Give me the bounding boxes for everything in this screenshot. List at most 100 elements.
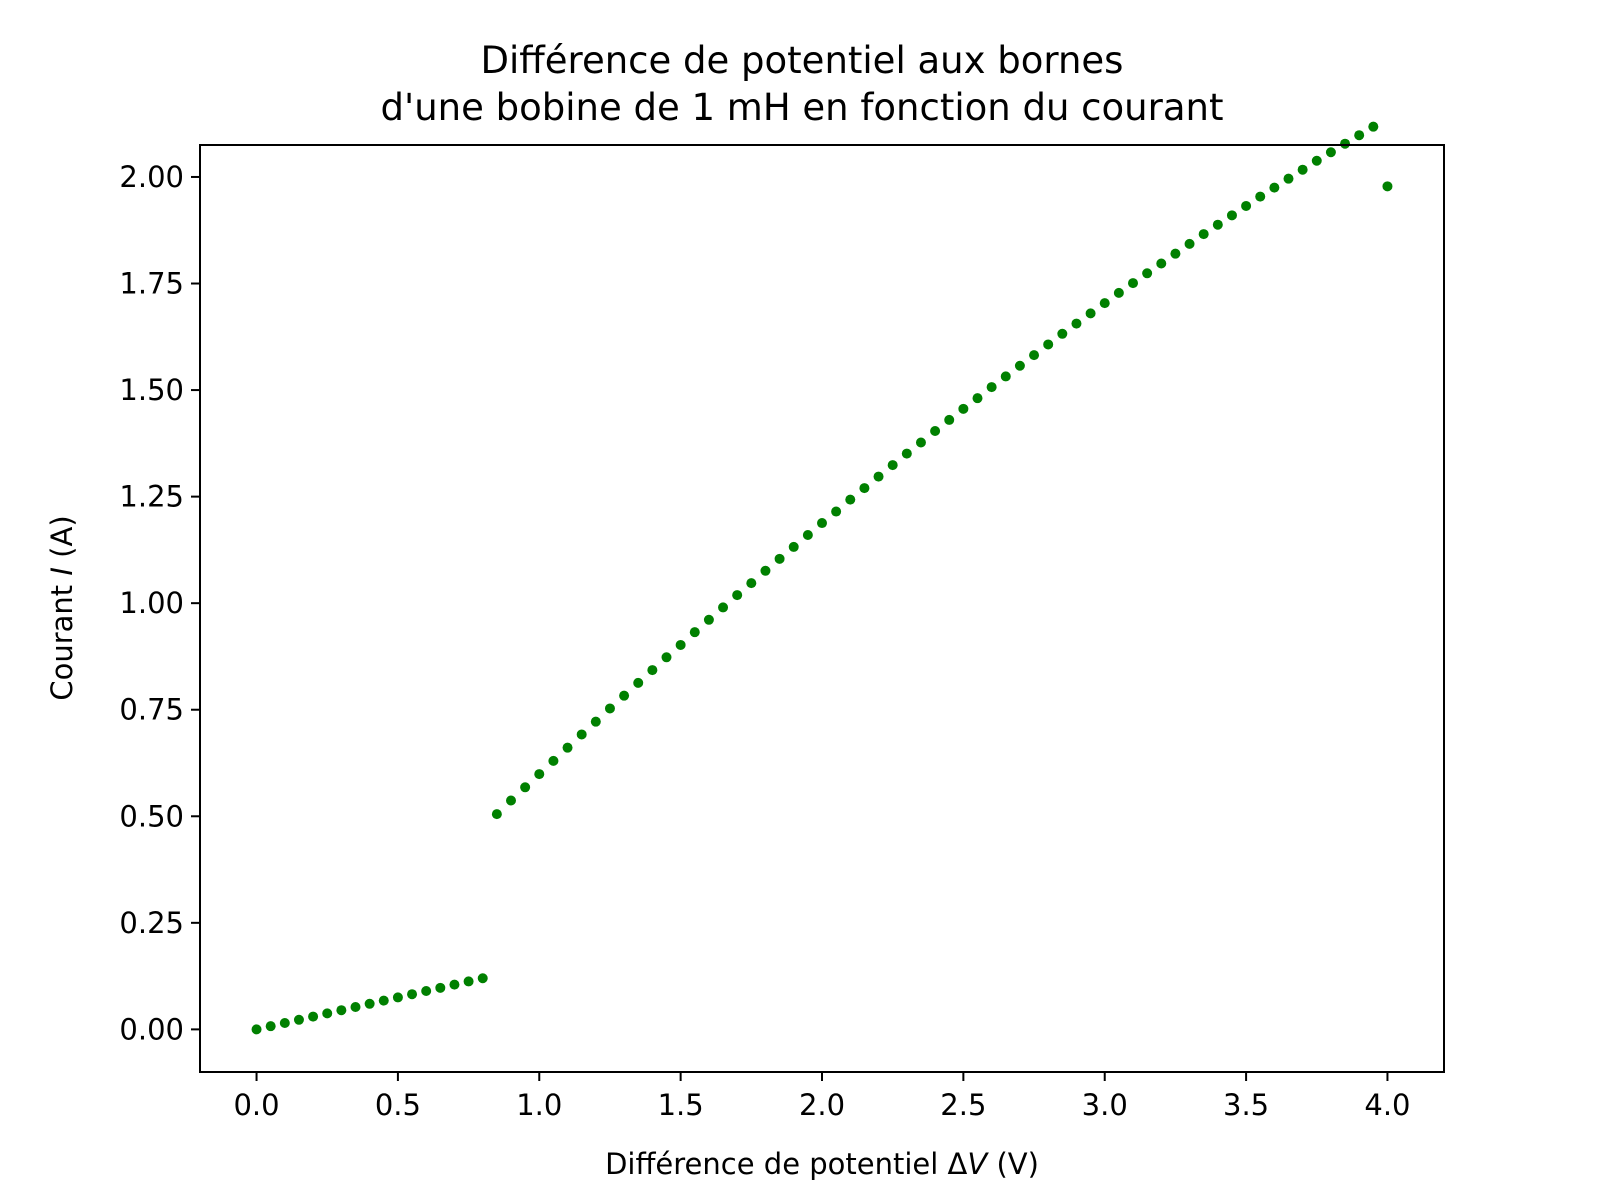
- data-point: [958, 403, 969, 414]
- x-tick-label: 2.5: [940, 1088, 986, 1122]
- data-point: [576, 729, 587, 740]
- data-point: [293, 1014, 304, 1025]
- y-tick-label: 1.75: [119, 267, 184, 301]
- data-point: [1043, 339, 1054, 350]
- data-point: [1354, 130, 1365, 141]
- data-point: [1297, 164, 1308, 175]
- data-point: [308, 1011, 319, 1022]
- y-tick-label: 0.50: [119, 799, 184, 833]
- x-tick-label: 1.5: [658, 1088, 704, 1122]
- x-tick-label: 3.5: [1223, 1088, 1269, 1122]
- data-point: [1226, 210, 1237, 221]
- data-point: [562, 742, 573, 753]
- data-point: [590, 716, 601, 727]
- data-point: [1014, 360, 1025, 371]
- x-axis-ticks: 0.0 0.5 1.0 1.5 2.0 2.5 3.0 3.5 4.0: [233, 1072, 1411, 1122]
- y-axis-label: Courant I (A): [45, 515, 79, 700]
- x-axis-label-prefix: Différence de potentiel Δ: [605, 1147, 967, 1181]
- data-point: [845, 494, 856, 505]
- data-point: [604, 703, 615, 714]
- data-point: [915, 437, 926, 448]
- data-point: [520, 782, 531, 793]
- data-point: [703, 614, 714, 625]
- data-point: [1000, 371, 1011, 382]
- data-point: [279, 1017, 290, 1028]
- data-point: [802, 529, 813, 540]
- data-point: [1368, 121, 1379, 132]
- x-tick-label: 0.0: [233, 1088, 279, 1122]
- data-point: [732, 590, 743, 601]
- data-point: [1184, 238, 1195, 249]
- data-point: [1212, 219, 1223, 230]
- plot-frame: [199, 144, 1445, 1073]
- y-tick-label: 0.00: [119, 1012, 184, 1046]
- y-tick-label: 1.25: [119, 480, 184, 514]
- data-point: [1269, 182, 1280, 193]
- x-tick-label: 1.0: [516, 1088, 562, 1122]
- data-point: [534, 769, 545, 780]
- data-point: [986, 382, 997, 393]
- data-point: [421, 986, 432, 997]
- data-point: [1085, 308, 1096, 319]
- data-point: [1382, 181, 1393, 192]
- data-point: [322, 1008, 333, 1019]
- chart-title-line-1: Différence de potentiel aux bornes: [481, 39, 1124, 82]
- data-point: [817, 518, 827, 529]
- x-tick-label: 3.0: [1082, 1088, 1128, 1122]
- data-point: [689, 627, 700, 638]
- data-point: [1241, 200, 1252, 211]
- data-point: [336, 1005, 347, 1016]
- data-point: [265, 1021, 276, 1032]
- x-axis-label-suffix: (V): [987, 1147, 1039, 1181]
- data-point: [901, 448, 912, 459]
- data-point: [930, 425, 941, 436]
- data-point: [619, 690, 630, 701]
- data-point: [251, 1024, 262, 1035]
- data-point: [760, 565, 771, 576]
- data-point: [944, 414, 955, 425]
- data-point: [449, 979, 460, 990]
- y-axis-label-suffix: (A): [45, 515, 79, 567]
- y-tick-label: 0.75: [119, 693, 184, 727]
- data-point: [491, 809, 502, 820]
- data-point: [675, 639, 686, 650]
- y-tick-label: 1.50: [119, 373, 184, 407]
- y-tick-label: 0.25: [119, 906, 184, 940]
- data-point: [463, 976, 474, 987]
- data-point: [1340, 138, 1351, 149]
- data-point: [364, 998, 375, 1009]
- y-axis-label-variable: I: [45, 567, 79, 576]
- data-point: [746, 578, 757, 589]
- x-axis-label-variable: V: [967, 1147, 989, 1181]
- data-point: [647, 665, 658, 676]
- data-point: [831, 506, 842, 517]
- data-point: [1029, 350, 1040, 361]
- data-point: [506, 795, 516, 806]
- data-point: [972, 393, 983, 404]
- y-tick-label: 1.00: [119, 586, 184, 620]
- data-point: [1283, 173, 1294, 184]
- data-point: [718, 602, 729, 613]
- data-points: [251, 121, 1393, 1035]
- data-point: [350, 1002, 361, 1013]
- data-point: [548, 755, 559, 766]
- data-point: [407, 989, 418, 1000]
- data-point: [1156, 258, 1167, 269]
- data-point: [477, 973, 488, 984]
- chart-title: Différence de potentiel aux bornes d'une…: [381, 39, 1224, 129]
- data-point: [1142, 268, 1153, 279]
- x-tick-label: 2.0: [799, 1088, 845, 1122]
- data-point: [378, 995, 389, 1006]
- data-point: [1170, 248, 1181, 259]
- data-point: [661, 652, 672, 663]
- y-tick-label: 2.00: [119, 160, 184, 194]
- data-point: [887, 460, 898, 471]
- x-axis-label: Différence de potentiel ΔV (V): [605, 1147, 1039, 1181]
- data-point: [1071, 318, 1082, 329]
- x-tick-label: 0.5: [375, 1088, 421, 1122]
- y-axis-ticks: 0.00 0.25 0.50 0.75 1.00 1.25 1.50 1.75 2.00: [119, 160, 200, 1046]
- data-point: [1128, 278, 1138, 289]
- data-point: [1057, 328, 1068, 339]
- data-point: [1325, 147, 1336, 158]
